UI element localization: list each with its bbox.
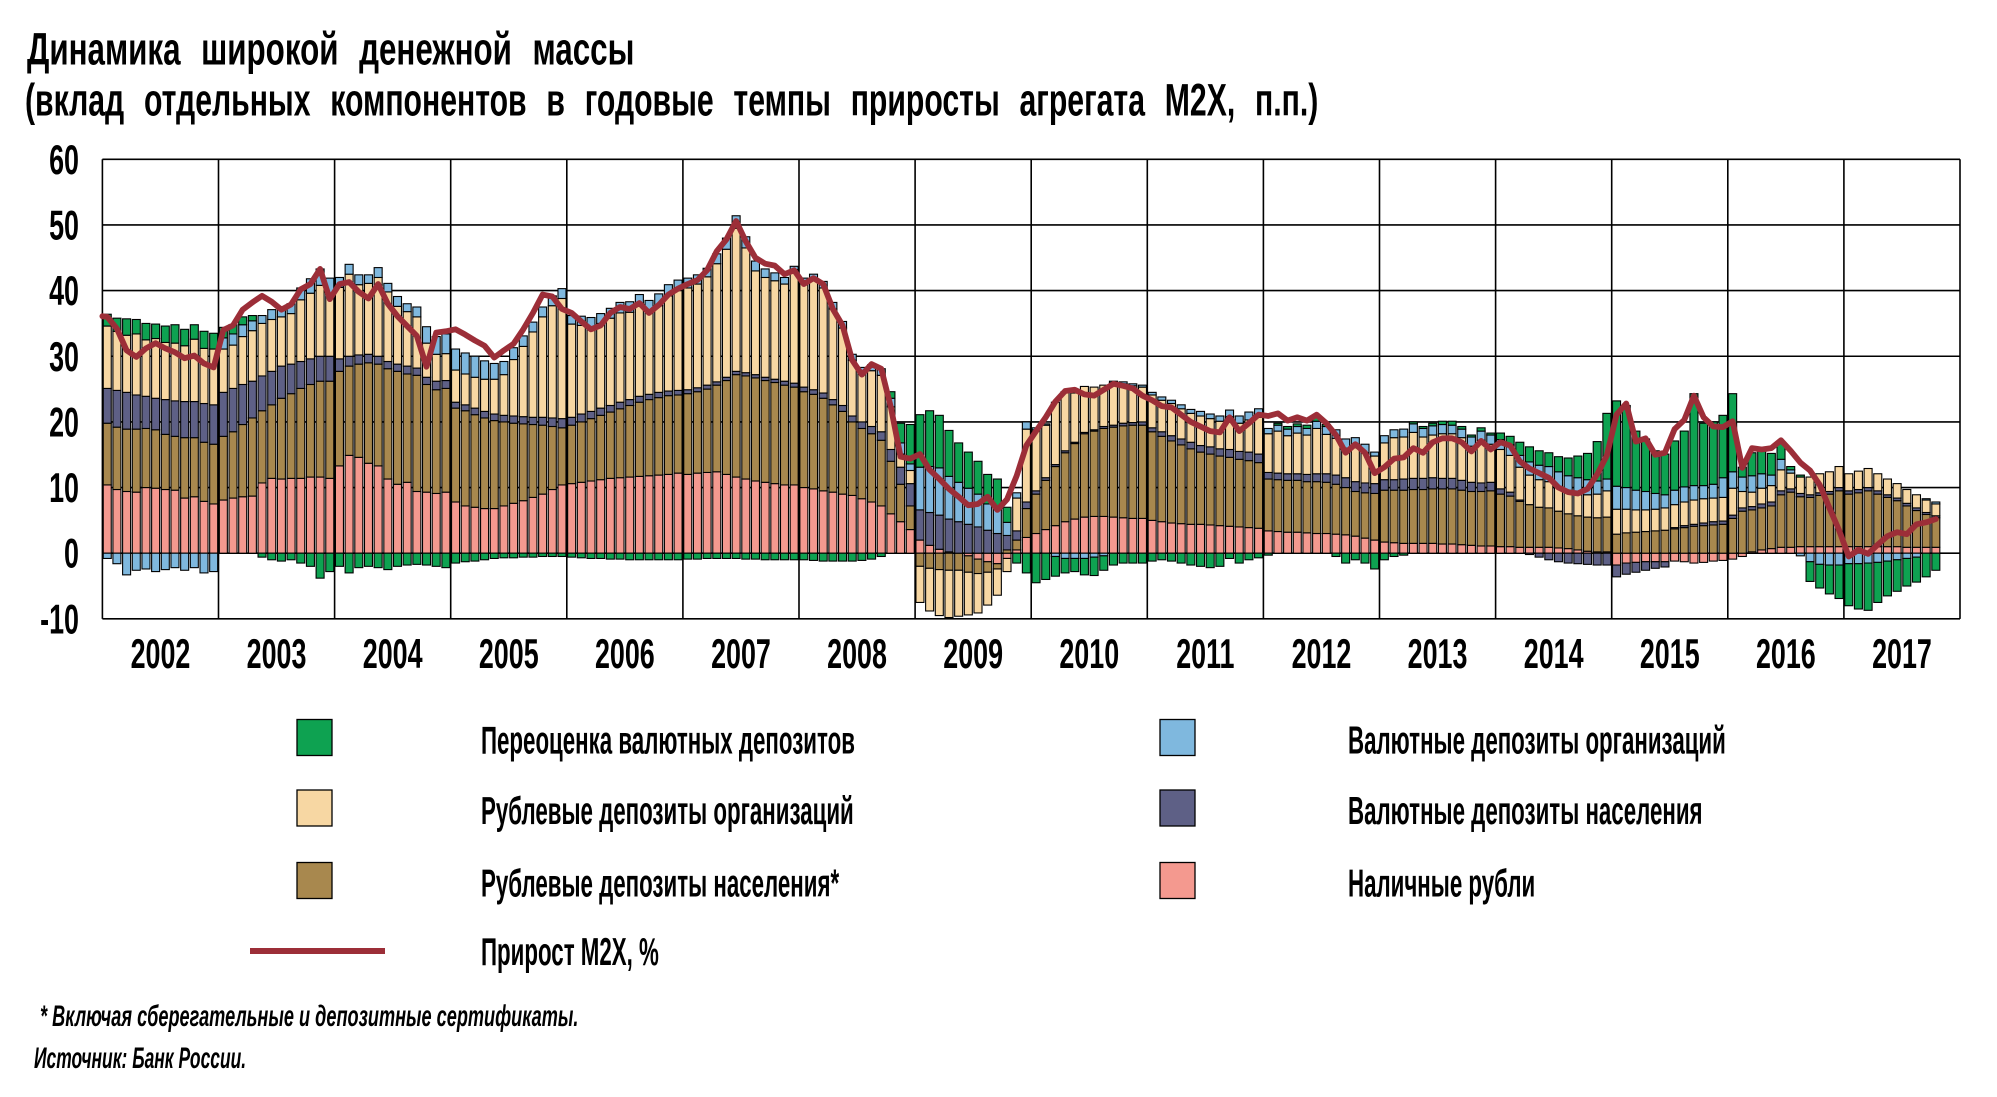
svg-text:60: 60: [49, 137, 79, 183]
svg-text:2007: 2007: [711, 631, 771, 677]
svg-text:2016: 2016: [1756, 631, 1816, 677]
svg-text:2003: 2003: [247, 631, 307, 677]
svg-text:2002: 2002: [131, 631, 191, 677]
svg-text:Прирост М2Х, %: Прирост М2Х, %: [481, 929, 659, 973]
svg-text:-10: -10: [40, 596, 79, 642]
svg-text:2009: 2009: [943, 631, 1003, 677]
svg-text:Рублевые депозиты организаций: Рублевые депозиты организаций: [481, 788, 854, 832]
svg-text:2013: 2013: [1408, 631, 1468, 677]
svg-text:Динамика широкой денежной масс: Динамика широкой денежной массы: [27, 25, 634, 75]
svg-text:Источник: Банк России.: Источник: Банк России.: [34, 1042, 246, 1075]
svg-text:30: 30: [49, 334, 79, 380]
svg-text:Рублевые депозиты населения*: Рублевые депозиты населения*: [481, 861, 840, 905]
svg-text:2010: 2010: [1059, 631, 1119, 677]
svg-text:Переоценка валютных депозитов: Переоценка валютных депозитов: [481, 718, 855, 762]
svg-text:2008: 2008: [827, 631, 887, 677]
svg-text:20: 20: [49, 399, 79, 445]
svg-text:2012: 2012: [1292, 631, 1352, 677]
svg-text:(вклад отдельных компонентов в: (вклад отдельных компонентов в годовые т…: [25, 76, 1318, 126]
svg-text:0: 0: [64, 531, 79, 577]
svg-text:40: 40: [49, 268, 79, 314]
svg-text:2014: 2014: [1524, 631, 1584, 677]
svg-text:2015: 2015: [1640, 631, 1700, 677]
svg-text:10: 10: [49, 465, 79, 511]
svg-text:* Включая сберегательные и деп: * Включая сберегательные и депозитные се…: [40, 1001, 578, 1034]
svg-text:2006: 2006: [595, 631, 655, 677]
svg-text:Наличные рубли: Наличные рубли: [1348, 861, 1535, 905]
svg-text:Валютные депозиты населения: Валютные депозиты населения: [1348, 788, 1703, 832]
svg-text:2004: 2004: [363, 631, 423, 677]
svg-text:2011: 2011: [1176, 631, 1234, 677]
svg-text:Валютные депозиты организаций: Валютные депозиты организаций: [1348, 718, 1726, 762]
svg-text:50: 50: [49, 203, 79, 249]
svg-text:2005: 2005: [479, 631, 539, 677]
svg-text:2017: 2017: [1872, 631, 1932, 677]
